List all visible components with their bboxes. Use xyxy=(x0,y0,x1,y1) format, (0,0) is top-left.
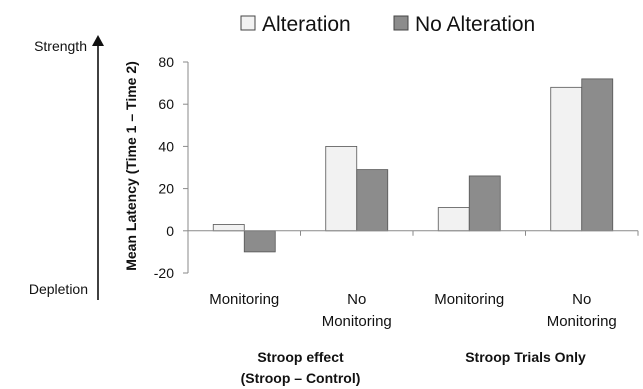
bar-alteration xyxy=(325,145,358,232)
strength-label: Strength xyxy=(34,38,87,54)
strength-depletion-annotation: Strength Depletion xyxy=(29,35,104,300)
legend: Alteration No Alteration xyxy=(240,13,535,36)
depletion-label: Depletion xyxy=(29,281,88,297)
arrow-head-icon xyxy=(92,35,104,46)
y-tick-label: 40 xyxy=(158,138,174,154)
y-tick-label: 80 xyxy=(158,54,174,70)
y-tick-label: 20 xyxy=(158,181,174,197)
y-axis-label: Mean Latency (Time 1 – Time 2) xyxy=(123,61,139,271)
y-axis: -20 0 20 40 60 80 xyxy=(154,54,189,281)
bar-alteration xyxy=(212,224,245,232)
bar-no-alteration xyxy=(581,78,614,232)
group-label: Stroop effect xyxy=(257,349,344,365)
bars xyxy=(212,78,614,253)
bar-no-alteration xyxy=(243,230,276,253)
legend-label: No Alteration xyxy=(415,13,535,36)
category-label: Monitoring xyxy=(209,291,279,308)
y-tick-label: 60 xyxy=(158,96,174,112)
legend-swatch xyxy=(393,15,409,31)
bar-no-alteration xyxy=(356,169,389,232)
category-label: No xyxy=(347,291,366,308)
y-tick-label: -20 xyxy=(154,265,174,281)
bar-no-alteration xyxy=(468,175,501,232)
x-axis xyxy=(187,230,639,236)
group-label: Stroop Trials Only xyxy=(465,349,586,365)
legend-swatch xyxy=(240,15,256,31)
category-label: Monitoring xyxy=(434,291,504,308)
bar-alteration xyxy=(550,86,583,232)
legend-label: Alteration xyxy=(262,13,351,36)
category-label: Monitoring xyxy=(547,313,617,330)
category-label: Monitoring xyxy=(322,313,392,330)
category-label: No xyxy=(572,291,591,308)
y-tick-label: 0 xyxy=(166,223,174,239)
category-labels: Monitoring No Monitoring Monitoring No Monito… xyxy=(209,291,617,330)
group-labels: Stroop effect (Stroop – Control) Stroop Tr… xyxy=(241,349,586,386)
bar-alteration xyxy=(437,207,470,232)
group-label: (Stroop – Control) xyxy=(241,370,361,386)
